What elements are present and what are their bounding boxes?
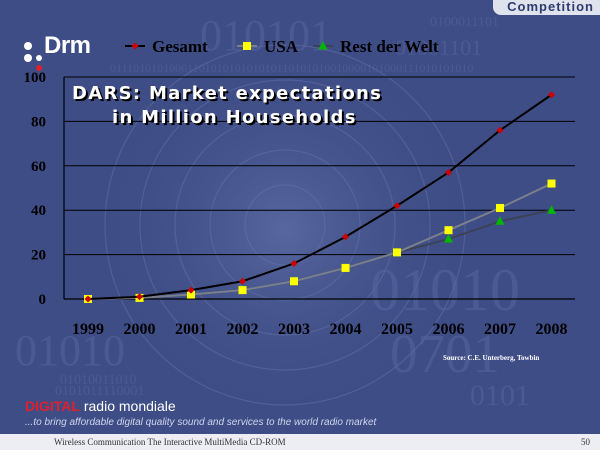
chart-axes bbox=[63, 77, 575, 300]
x-tick-label: 2000 bbox=[124, 321, 156, 338]
data-point bbox=[187, 290, 195, 299]
svg-text:0101011110001: 0101011110001 bbox=[55, 384, 144, 399]
legend-item: USA bbox=[237, 37, 299, 56]
brand-part-radio-mondiale: radio mondiale bbox=[83, 398, 176, 414]
legend-marker bbox=[318, 41, 328, 50]
data-point bbox=[548, 91, 555, 99]
x-tick-label: 2008 bbox=[536, 321, 568, 338]
data-point bbox=[393, 248, 401, 257]
y-axis-ticks: 0 20 40 60 80 100 bbox=[24, 70, 47, 308]
svg-text:0101: 0101 bbox=[470, 379, 530, 412]
series-usa bbox=[84, 179, 556, 303]
y-tick-label: 20 bbox=[31, 248, 46, 264]
x-tick-label: 2002 bbox=[227, 321, 259, 338]
chart-title-line-1: DARS: Market expectations bbox=[72, 83, 383, 104]
series-rest-der-welt bbox=[83, 205, 556, 303]
y-tick-label: 0 bbox=[39, 292, 47, 308]
data-point bbox=[342, 233, 349, 241]
data-point bbox=[496, 203, 504, 212]
footer-text: Wireless Communication The Interactive M… bbox=[54, 437, 286, 447]
svg-text:01001101: 01001101 bbox=[395, 35, 482, 60]
series-line bbox=[87, 182, 552, 300]
data-point bbox=[187, 286, 195, 294]
chart-series bbox=[83, 91, 556, 303]
data-point bbox=[290, 277, 298, 286]
y-tick-label: 60 bbox=[31, 159, 46, 175]
section-tab: Competition bbox=[493, 0, 600, 15]
y-tick-label: 100 bbox=[24, 70, 47, 86]
data-point bbox=[290, 259, 298, 267]
x-tick-label: 2005 bbox=[381, 321, 413, 338]
data-point bbox=[495, 216, 505, 225]
legend-item: Rest der Welt bbox=[313, 37, 439, 56]
source-note: Source: C.E. Unterberg, Towbin bbox=[443, 354, 540, 362]
svg-text:0100011101: 0100011101 bbox=[430, 15, 499, 30]
data-point bbox=[393, 202, 401, 210]
legend-label: Gesamt bbox=[152, 37, 208, 56]
data-point bbox=[84, 295, 92, 303]
data-point bbox=[136, 293, 143, 301]
data-point bbox=[239, 277, 246, 285]
x-tick-label: 2006 bbox=[433, 321, 465, 338]
x-tick-label: 2004 bbox=[330, 321, 362, 338]
svg-text:01010: 01010 bbox=[15, 326, 125, 375]
data-point bbox=[341, 263, 350, 272]
brand-part-digital: DIGITAL bbox=[25, 398, 80, 414]
chart-title-line-2: in Million Households bbox=[112, 107, 357, 128]
svg-text:01010011010: 01010011010 bbox=[60, 373, 136, 388]
data-point bbox=[444, 226, 453, 235]
legend-marker bbox=[243, 42, 251, 50]
legend-item: Gesamt bbox=[125, 37, 208, 56]
svg-text:010101: 010101 bbox=[200, 11, 332, 60]
brand-tagline: ...to bring affordable digital quality s… bbox=[25, 417, 377, 428]
x-tick-label: 2007 bbox=[484, 321, 516, 338]
series-line bbox=[87, 93, 553, 300]
legend-label: USA bbox=[264, 37, 299, 56]
footer: Wireless Communication The Interactive M… bbox=[0, 434, 600, 450]
y-tick-label: 80 bbox=[31, 114, 46, 130]
drm-logo: Drm bbox=[22, 32, 112, 78]
y-tick-label: 40 bbox=[31, 203, 46, 219]
legend-marker bbox=[131, 42, 139, 50]
logo-text: Drm bbox=[44, 32, 91, 59]
drm-logo-dots-icon bbox=[24, 42, 42, 71]
data-point bbox=[445, 168, 452, 176]
svg-text:0701: 0701 bbox=[390, 323, 500, 384]
data-point bbox=[238, 286, 247, 295]
legend-label: Rest der Welt bbox=[340, 37, 439, 56]
chart-legend: Gesamt USA Rest der Welt bbox=[125, 37, 439, 56]
page-number: 50 bbox=[581, 437, 590, 447]
data-point bbox=[547, 205, 556, 214]
chart-title: DARS: Market expectations in Million Hou… bbox=[72, 82, 382, 130]
x-axis-ticks: 1999 2000 2001 2002 2003 2004 2005 2006 2007 2008 bbox=[72, 321, 568, 338]
svg-text:01010: 01010 bbox=[370, 257, 520, 323]
chart-grid bbox=[64, 76, 575, 256]
svg-text:011101010100011010101010101011: 0111010101000110101010101010110101010010… bbox=[110, 61, 473, 75]
x-tick-label: 2001 bbox=[175, 321, 207, 338]
data-point bbox=[547, 179, 556, 188]
brand-name: DIGITAL radio mondiale bbox=[25, 398, 176, 414]
series-gesamt bbox=[84, 91, 555, 303]
x-tick-label: 1999 bbox=[72, 321, 104, 338]
x-tick-label: 2003 bbox=[278, 321, 310, 338]
data-point bbox=[444, 234, 453, 243]
data-point bbox=[496, 126, 504, 134]
